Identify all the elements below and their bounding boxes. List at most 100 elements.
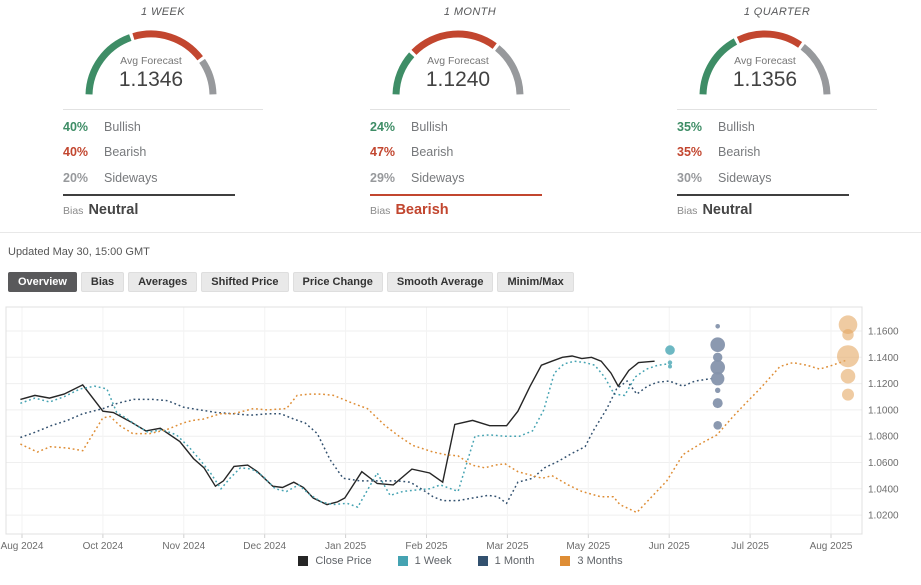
card-period-label: 1 MONTH	[443, 6, 497, 18]
avg-forecast-label: Avg Forecast	[427, 55, 489, 67]
forecast-bubble-1-month	[715, 387, 721, 393]
forecast-chart: 1.1600 1.1400 1.1200 1.1000 1.0800 1.0600 1.04…	[0, 293, 921, 585]
sentiment-row: 35% Bearish	[677, 140, 877, 166]
forecast-bubble-1-month	[710, 360, 725, 375]
series-close-price	[20, 355, 655, 506]
forecast-cards: 1 WEEK Avg Forecast 1.1346 40% Bullish 4…	[0, 0, 921, 233]
bias-value: Neutral	[702, 201, 753, 218]
legend-swatch	[298, 556, 309, 566]
updated-timestamp: Updated May 30, 15:00 GMT	[8, 246, 150, 258]
sentiment-row: 24% Bullish	[370, 114, 570, 140]
sentiment-label: Bullish	[411, 119, 448, 134]
sentiment-pct: 40%	[63, 145, 89, 160]
forecast-gauge: Avg Forecast 1.1240	[388, 22, 528, 100]
tab-bias[interactable]: Bias	[80, 272, 125, 292]
legend-label: 3 Months	[577, 555, 623, 567]
forecast-card: 1 WEEK Avg Forecast 1.1346 40% Bullish 4…	[0, 0, 307, 232]
bias-divider	[370, 193, 542, 196]
sentiment-pct: 29%	[370, 170, 396, 185]
x-axis-label: Jan 2025	[325, 541, 367, 551]
legend-item-1-week: 1 Week	[397, 555, 452, 567]
forecast-bubble-1-month	[712, 398, 723, 409]
sentiment-label: Bearish	[104, 145, 147, 160]
forecast-card: 1 QUARTER Avg Forecast 1.1356 35% Bullis…	[614, 0, 921, 232]
sentiment-label: Sideways	[104, 170, 158, 185]
forecast-bubble-3-months	[842, 388, 854, 401]
sentiment-row: 40% Bullish	[63, 114, 263, 140]
forecast-bubble-3-months	[837, 345, 859, 368]
y-axis-label: 1.0400	[868, 484, 899, 495]
forecast-gauge: Avg Forecast 1.1356	[695, 22, 835, 100]
sentiment-label: Bullish	[104, 119, 141, 134]
sentiment-pct: 35%	[677, 145, 703, 160]
divider	[63, 109, 263, 110]
x-axis-label: Feb 2025	[405, 541, 448, 551]
tab-overview[interactable]: Overview	[8, 272, 77, 292]
x-axis-label: Jun 2025	[649, 541, 691, 551]
card-period-label: 1 WEEK	[141, 6, 185, 18]
x-axis-label: Nov 2024	[162, 541, 205, 551]
bias-value: Bearish	[395, 201, 449, 218]
series-3-months	[20, 359, 848, 514]
legend-item-close-price: Close Price	[298, 555, 372, 567]
y-axis-label: 1.1600	[868, 327, 899, 338]
sentiment-label: Sideways	[411, 170, 465, 185]
y-axis-label: 1.0200	[868, 511, 899, 522]
forecast-bubble-1-month	[711, 372, 725, 386]
tab-price-change[interactable]: Price Change	[292, 272, 383, 292]
sentiment-row: 35% Bullish	[677, 114, 877, 140]
forecast-bubble-1-week	[665, 345, 675, 355]
sentiment-label: Bullish	[718, 119, 755, 134]
legend-item-3-months: 3 Months	[560, 555, 623, 567]
avg-forecast-label: Avg Forecast	[120, 55, 182, 67]
bias-value: Neutral	[88, 201, 139, 218]
forecast-bubble-1-month	[715, 324, 720, 329]
forecast-bubble-1-week	[667, 360, 673, 365]
x-axis-label: Aug 2024	[1, 541, 44, 551]
bias-label: Bias	[370, 204, 391, 217]
series-1-week	[20, 360, 669, 509]
tab-averages[interactable]: Averages	[128, 272, 198, 292]
sentiment-label: Sideways	[718, 170, 772, 185]
forecast-gauge: Avg Forecast 1.1346	[81, 22, 221, 100]
forecast-bubble-1-month	[713, 421, 722, 430]
y-axis-label: 1.1200	[868, 379, 899, 390]
gauge-arc	[85, 30, 217, 95]
legend-label: 1 Week	[414, 555, 452, 567]
sentiment-pct: 30%	[677, 170, 703, 185]
bias-label: Bias	[677, 204, 698, 217]
x-axis-label: Jul 2025	[731, 541, 769, 551]
gauge-arc	[699, 30, 831, 95]
tab-smooth-average[interactable]: Smooth Average	[386, 272, 494, 292]
card-period-label: 1 QUARTER	[743, 6, 811, 18]
bias-label: Bias	[63, 204, 84, 217]
divider	[677, 109, 877, 110]
legend-swatch	[477, 556, 488, 566]
x-axis-label: May 2025	[566, 541, 610, 551]
legend-swatch	[560, 556, 571, 566]
x-axis-label: Oct 2024	[83, 541, 124, 551]
avg-forecast-value: 1.1240	[425, 68, 491, 91]
sentiment-row: 47% Bearish	[370, 140, 570, 166]
sentiment-pct: 40%	[63, 119, 89, 134]
tab-minim-max[interactable]: Minim/Max	[497, 272, 574, 292]
chart-canvas: 1.1600 1.1400 1.1200 1.1000 1.0800 1.0600 1.04…	[1, 306, 899, 551]
forecast-card: 1 MONTH Avg Forecast 1.1240 24% Bullish …	[307, 0, 614, 232]
x-axis-label: Dec 2024	[243, 541, 286, 551]
legend-label: 1 Month	[494, 555, 535, 567]
sentiment-pct: 47%	[370, 145, 396, 160]
tab-shifted-price[interactable]: Shifted Price	[201, 272, 289, 292]
x-axis-label: Mar 2025	[486, 541, 529, 551]
divider	[370, 109, 570, 110]
forecast-bubble-3-months	[840, 368, 856, 384]
sentiment-row: 29% Sideways	[370, 165, 570, 191]
forecast-bubble-3-months	[838, 315, 858, 335]
sentiment-pct: 24%	[370, 119, 396, 134]
x-axis-label: Aug 2025	[810, 541, 853, 551]
forecast-bubble-1-month	[713, 352, 723, 362]
avg-forecast-value: 1.1356	[732, 68, 798, 91]
gauge-arc	[392, 30, 524, 95]
y-axis-label: 1.0800	[868, 432, 899, 443]
series-1-month	[20, 377, 714, 505]
